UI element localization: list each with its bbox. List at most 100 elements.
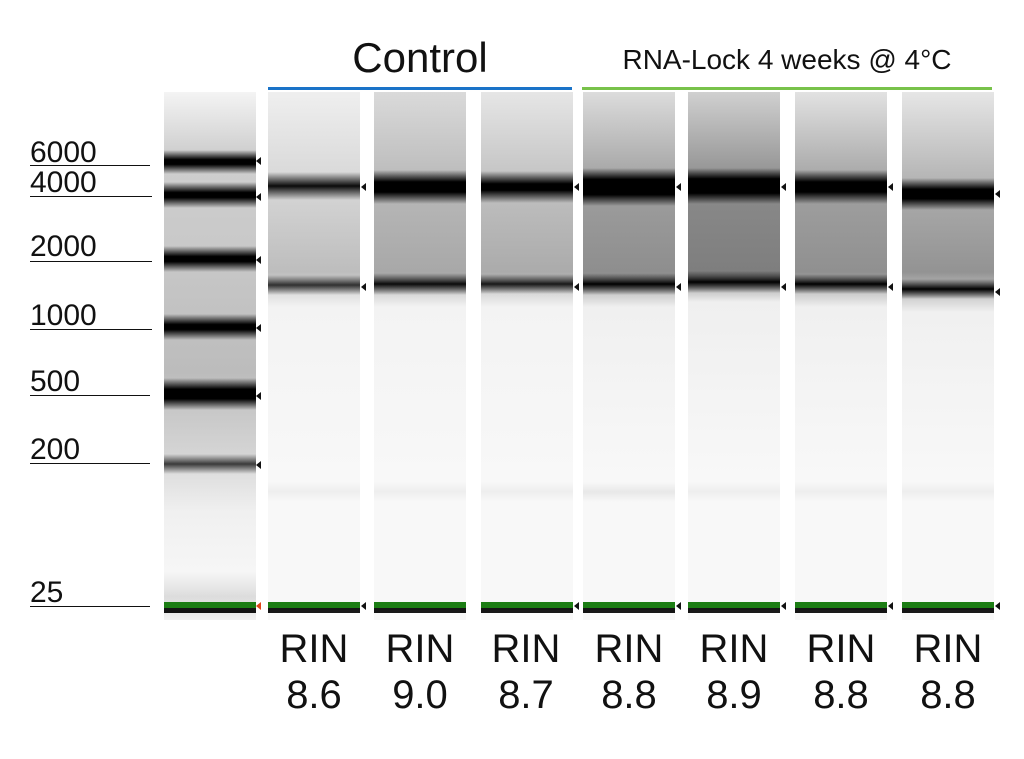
ladder-band-6000 <box>164 150 256 174</box>
sample-1-lane-base <box>268 608 360 613</box>
sample-lane-3 <box>481 92 573 620</box>
sample-lane-7 <box>902 92 994 620</box>
sample-3-marker-arrow <box>574 602 579 610</box>
ladder-label-1000: 1000 <box>30 299 97 332</box>
sample-lane-4 <box>583 92 675 620</box>
sample-5-rin: RIN 8.9 <box>684 626 784 718</box>
sample-4-rin-value: 8.8 <box>601 673 657 717</box>
sample-6-28s-band <box>795 170 887 204</box>
sample-4-marker-arrow <box>676 602 681 610</box>
sample-3-28s-arrow <box>574 183 579 191</box>
ladder-band-200 <box>164 454 256 474</box>
ladder-label-6000: 6000 <box>30 136 97 169</box>
ladder-arrow-marker <box>256 602 261 610</box>
ladder-lower-marker <box>164 602 256 611</box>
sample-7-rin-value: 8.8 <box>920 673 976 717</box>
sample-2-rin: RIN 9.0 <box>370 626 470 718</box>
sample-3-rin: RIN 8.7 <box>476 626 576 718</box>
sample-4-lower-marker <box>583 602 675 611</box>
sample-lane-2 <box>374 92 466 620</box>
sample-5-lane-base <box>688 608 780 613</box>
sample-7-28s-arrow <box>995 190 1000 198</box>
sample-7-rin-label: RIN <box>913 627 983 671</box>
ladder-arrow-200 <box>256 461 261 469</box>
sample-3-rin-label: RIN <box>491 627 561 671</box>
ladder-tick-200 <box>30 463 150 464</box>
sample-5-rin-label: RIN <box>699 627 769 671</box>
ladder-lane <box>164 92 256 620</box>
sample-6-rin-value: 8.8 <box>813 673 869 717</box>
sample-5-28s-band <box>688 168 780 204</box>
sample-2-28s-band <box>374 170 466 204</box>
ladder-label-500: 500 <box>30 365 81 398</box>
sample-5-lower-marker <box>688 602 780 611</box>
sample-4-28s-arrow <box>676 183 681 191</box>
sample-5-rin-value: 8.9 <box>706 673 762 717</box>
control-group-title: Control <box>352 34 488 81</box>
ladder-arrow-4000 <box>256 193 261 201</box>
sample-1-28s-band <box>268 172 360 200</box>
ladder-arrow-6000 <box>256 157 261 165</box>
sample-6-lower-marker <box>795 602 887 611</box>
ladder-tick-500 <box>30 395 150 396</box>
rna-lock-group-title: RNA-Lock 4 weeks @ 4°C <box>622 44 952 75</box>
sample-4-rin-label: RIN <box>594 627 664 671</box>
sample-4-18s-band <box>583 273 675 295</box>
ladder-label-25: 25 <box>30 576 64 609</box>
ladder-tick-6000 <box>30 165 150 166</box>
sample-6-rin: RIN 8.8 <box>791 626 891 718</box>
sample-6-rin-label: RIN <box>806 627 876 671</box>
sample-3-18s-arrow <box>574 283 579 291</box>
sample-7-18s-arrow <box>995 288 1000 296</box>
sample-lane-1 <box>268 92 360 620</box>
ladder-arrow-500 <box>256 392 261 400</box>
ladder-band-2000 <box>164 246 256 272</box>
sample-4-28s-band <box>583 168 675 206</box>
sample-4-lane-base <box>583 608 675 613</box>
ladder-tick-1000 <box>30 329 152 330</box>
sample-lane-6 <box>795 92 887 620</box>
sample-3-rin-value: 8.7 <box>498 673 554 717</box>
sample-7-rin: RIN 8.8 <box>898 626 998 718</box>
ladder-arrow-2000 <box>256 256 261 264</box>
ladder-band-4000 <box>164 182 256 208</box>
sample-3-18s-band <box>481 274 573 294</box>
ladder-tick-4000 <box>30 196 152 197</box>
ladder-label-4000: 4000 <box>30 166 97 199</box>
sample-6-18s-band <box>795 274 887 294</box>
sample-6-18s-arrow <box>888 283 893 291</box>
sample-6-lane-base <box>795 608 887 613</box>
sample-7-lower-marker <box>902 602 994 611</box>
rna-lock-group-underline <box>582 87 992 90</box>
sample-3-lane-base <box>481 608 573 613</box>
sample-2-lower-marker <box>374 602 466 611</box>
sample-5-marker-arrow <box>781 602 786 610</box>
ladder-arrow-1000 <box>256 324 261 332</box>
ladder-band-1000 <box>164 314 256 340</box>
sample-6-28s-arrow <box>888 183 893 191</box>
sample-2-lane-base <box>374 608 466 613</box>
ladder-label-200: 200 <box>30 433 81 466</box>
sample-5-18s-band <box>688 271 780 293</box>
sample-7-lane-base <box>902 608 994 613</box>
sample-1-rin-value: 8.6 <box>286 673 342 717</box>
sample-3-28s-band <box>481 171 573 203</box>
sample-4-18s-arrow <box>676 283 681 291</box>
control-group-underline <box>268 87 572 90</box>
sample-1-rin: RIN 8.6 <box>264 626 364 718</box>
sample-5-28s-arrow <box>781 183 786 191</box>
sample-5-18s-arrow <box>781 283 786 291</box>
sample-1-28s-arrow <box>361 183 366 191</box>
sample-1-rin-label: RIN <box>279 627 349 671</box>
sample-1-lower-marker <box>268 602 360 611</box>
sample-2-rin-label: RIN <box>385 627 455 671</box>
sample-2-18s-band <box>374 273 466 295</box>
ladder-lane-base <box>164 608 256 613</box>
sample-2-rin-value: 9.0 <box>392 673 448 717</box>
ladder-tick-2000 <box>30 261 152 262</box>
sample-3-lower-marker <box>481 602 573 611</box>
sample-lane-5 <box>688 92 780 620</box>
ladder-label-2000: 2000 <box>30 230 97 263</box>
sample-7-18s-band <box>902 279 994 299</box>
sample-7-marker-arrow <box>995 602 1000 610</box>
